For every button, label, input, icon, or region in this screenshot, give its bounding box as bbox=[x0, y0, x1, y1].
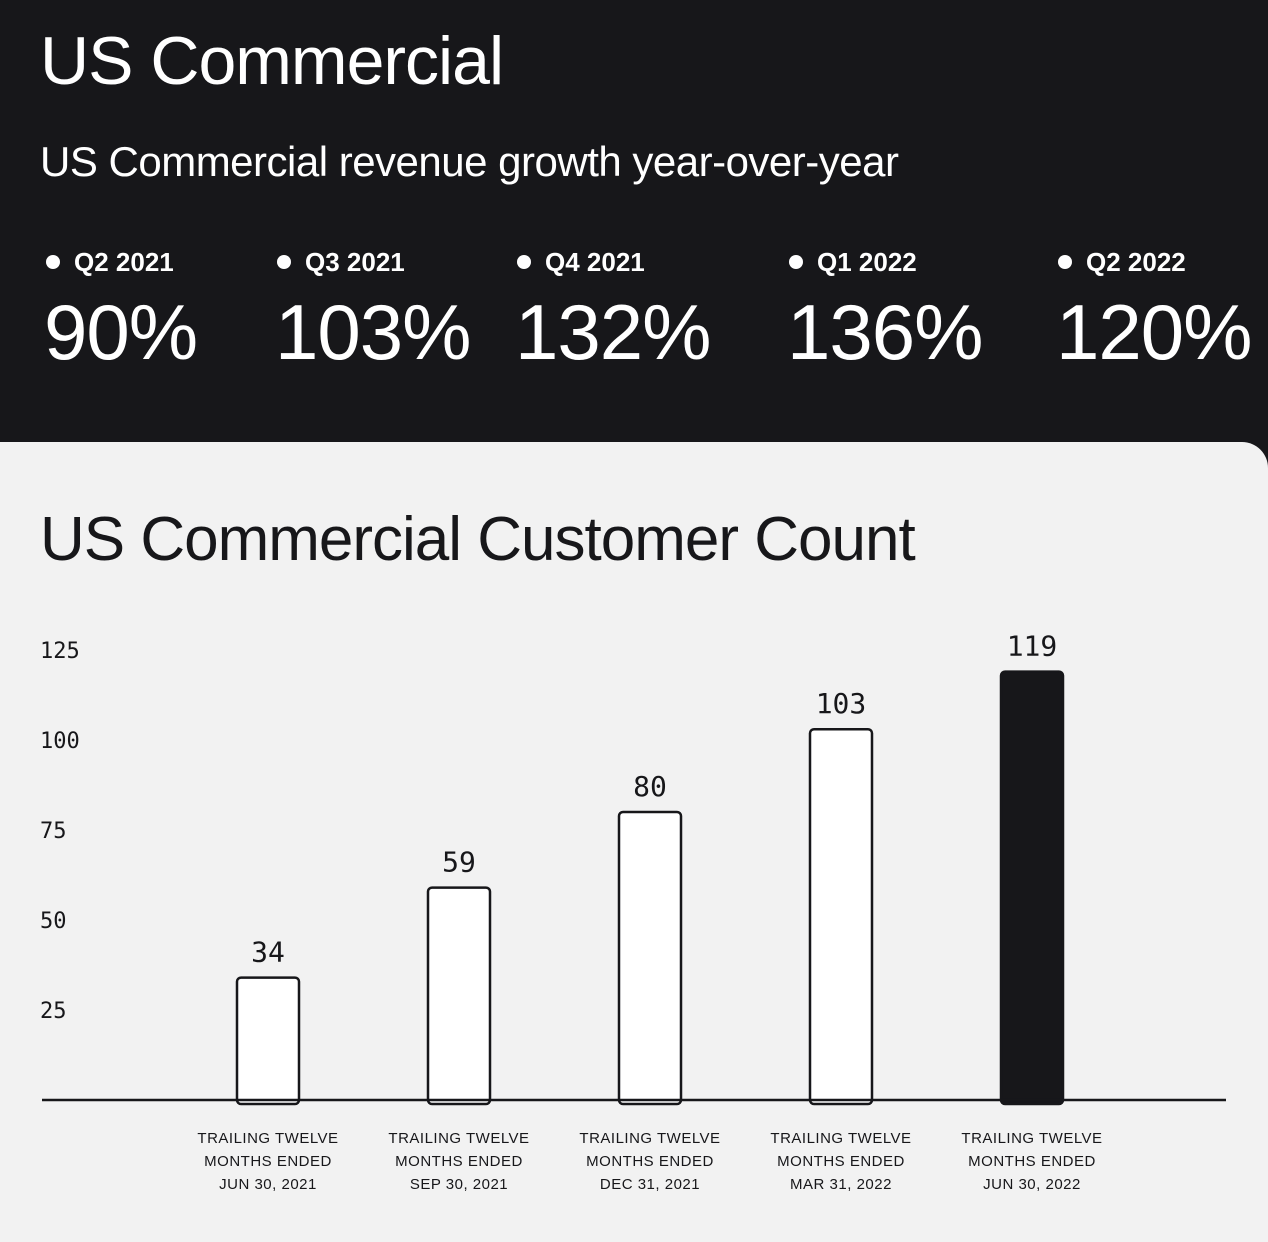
revenue-growth-subtitle: US Commercial revenue growth year-over-y… bbox=[40, 138, 899, 185]
x-category-label: TRAILING TWELVE bbox=[388, 1130, 529, 1147]
x-category-label: MONTHS ENDED bbox=[777, 1153, 905, 1170]
x-category-label: TRAILING TWELVE bbox=[770, 1130, 911, 1147]
y-tick-label: 125 bbox=[40, 639, 80, 664]
bullet-dot-icon bbox=[46, 255, 60, 269]
y-tick-label: 25 bbox=[40, 999, 67, 1024]
x-category-label: MONTHS ENDED bbox=[968, 1153, 1096, 1170]
revenue-growth-panel: US Commercial US Commercial revenue grow… bbox=[0, 0, 1268, 460]
bullet-dot-icon bbox=[517, 255, 531, 269]
bar-value-label: 80 bbox=[633, 770, 667, 803]
bar bbox=[999, 670, 1065, 1106]
stat-label: Q2 2021 bbox=[74, 246, 174, 277]
bar bbox=[808, 727, 874, 1106]
growth-stat-q2-2021: Q2 2021 90% bbox=[44, 245, 198, 376]
x-category-label: DEC 31, 2021 bbox=[600, 1176, 700, 1193]
y-tick-label: 100 bbox=[40, 729, 80, 754]
stat-value: 90% bbox=[44, 288, 198, 376]
bullet-dot-icon bbox=[277, 255, 291, 269]
growth-stat-q4-2021: Q4 2021 132% bbox=[515, 245, 711, 376]
x-category-label: MAR 31, 2022 bbox=[790, 1176, 892, 1193]
stat-label: Q1 2022 bbox=[817, 246, 917, 277]
stat-value: 136% bbox=[787, 288, 983, 376]
x-category-label: TRAILING TWELVE bbox=[579, 1130, 720, 1147]
chart-title: US Commercial Customer Count bbox=[40, 505, 916, 574]
stat-label: Q3 2021 bbox=[305, 246, 405, 277]
stat-value: 103% bbox=[275, 288, 471, 376]
y-tick-label: 75 bbox=[40, 819, 67, 844]
bar bbox=[426, 886, 492, 1106]
x-category-label: MONTHS ENDED bbox=[395, 1153, 523, 1170]
x-category-label: JUN 30, 2022 bbox=[983, 1176, 1081, 1193]
bar-value-label: 119 bbox=[1007, 630, 1058, 663]
bar-value-label: 103 bbox=[816, 687, 867, 720]
page-title: US Commercial bbox=[40, 23, 504, 99]
bullet-dot-icon bbox=[789, 255, 803, 269]
growth-stat-q3-2021: Q3 2021 103% bbox=[275, 245, 471, 376]
bar-value-label: 34 bbox=[251, 936, 285, 969]
stat-label: Q4 2021 bbox=[545, 246, 645, 277]
bar bbox=[617, 810, 683, 1106]
stat-value: 120% bbox=[1056, 288, 1252, 376]
bar bbox=[235, 976, 301, 1106]
x-category-label: TRAILING TWELVE bbox=[197, 1130, 338, 1147]
x-category-label: MONTHS ENDED bbox=[204, 1153, 332, 1170]
x-category-label: TRAILING TWELVE bbox=[961, 1130, 1102, 1147]
stat-label: Q2 2022 bbox=[1086, 246, 1186, 277]
bullet-dot-icon bbox=[1058, 255, 1072, 269]
customer-count-chart: 25 50 75 100 125 34 TRAILING TWELVE MONTHS ENDE… bbox=[40, 630, 1226, 1193]
x-category-label: MONTHS ENDED bbox=[586, 1153, 714, 1170]
x-category-label: JUN 30, 2021 bbox=[219, 1176, 317, 1193]
growth-stat-q1-2022: Q1 2022 136% bbox=[787, 245, 983, 376]
bar-value-label: 59 bbox=[442, 846, 476, 879]
customer-count-panel: US Commercial Customer Count 25 50 75 100 12… bbox=[0, 442, 1268, 1242]
y-tick-label: 50 bbox=[40, 909, 67, 934]
growth-stat-q2-2022: Q2 2022 120% bbox=[1056, 245, 1252, 376]
x-category-label: SEP 30, 2021 bbox=[410, 1176, 508, 1193]
stat-value: 132% bbox=[515, 288, 711, 376]
